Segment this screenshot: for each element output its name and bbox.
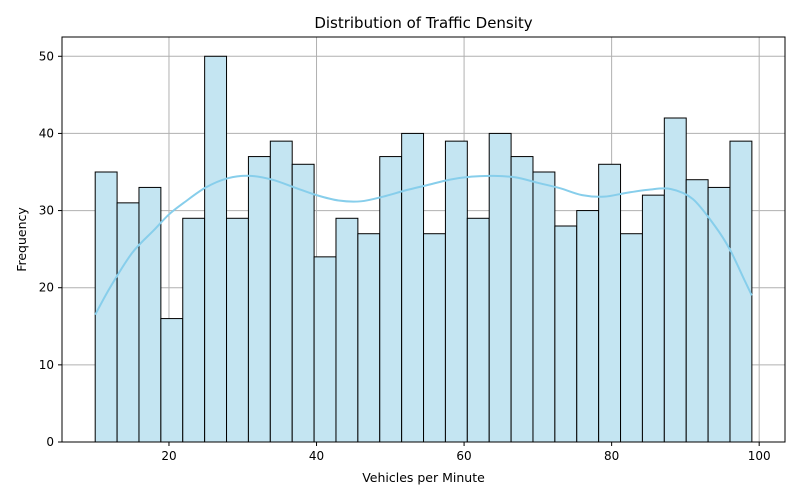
ticks-layer: 20 40 60 80 100 0 10 20 30 40 50 — [39, 49, 771, 463]
histogram-bar — [663, 117, 687, 443]
x-tick-label: 40 — [309, 449, 324, 463]
chart-title: Distribution of Traffic Density — [314, 14, 532, 32]
histogram-bar — [488, 132, 512, 443]
y-tick-label: 50 — [39, 49, 54, 63]
histogram-bar — [182, 217, 206, 443]
x-axis-label: Vehicles per Minute — [362, 470, 485, 485]
x-tick-label: 100 — [748, 449, 771, 463]
histogram-bar — [598, 163, 622, 443]
histogram-bar — [576, 210, 600, 443]
histogram-bar — [313, 256, 337, 443]
kde-layer — [94, 174, 753, 316]
histogram-bar — [641, 194, 665, 443]
y-axis-label: Frequency — [14, 207, 29, 272]
histogram-bar — [685, 179, 709, 443]
plot-frame — [61, 36, 786, 443]
histogram-bar — [532, 171, 556, 443]
y-tick-label: 40 — [39, 126, 54, 140]
histogram-bar — [707, 186, 731, 443]
histogram-bar — [510, 156, 534, 443]
kde-line — [94, 174, 753, 316]
y-tick-label: 30 — [39, 204, 54, 218]
histogram-bar — [444, 140, 468, 443]
y-tick-label: 20 — [39, 281, 54, 295]
histogram-bar — [423, 233, 446, 443]
histogram-bar — [291, 163, 315, 443]
histogram-bar — [116, 202, 140, 443]
x-tick-label: 20 — [161, 449, 176, 463]
histogram-bar — [247, 156, 271, 443]
histogram-bar — [357, 233, 381, 443]
histogram-bar — [335, 217, 359, 443]
histogram-bar — [466, 217, 490, 443]
histogram-bar — [729, 140, 753, 443]
histogram-bar — [226, 217, 249, 443]
histogram-bar — [204, 55, 228, 443]
y-tick-label: 0 — [46, 435, 54, 449]
histogram-bar — [379, 156, 403, 443]
x-tick-label: 80 — [604, 449, 619, 463]
histogram-bar — [620, 233, 643, 443]
histogram-bar — [401, 132, 425, 443]
bars-layer — [94, 55, 753, 443]
histogram-bar — [554, 225, 578, 443]
y-tick-label: 10 — [39, 358, 54, 372]
histogram-bar — [160, 318, 184, 443]
x-tick-label: 60 — [456, 449, 471, 463]
